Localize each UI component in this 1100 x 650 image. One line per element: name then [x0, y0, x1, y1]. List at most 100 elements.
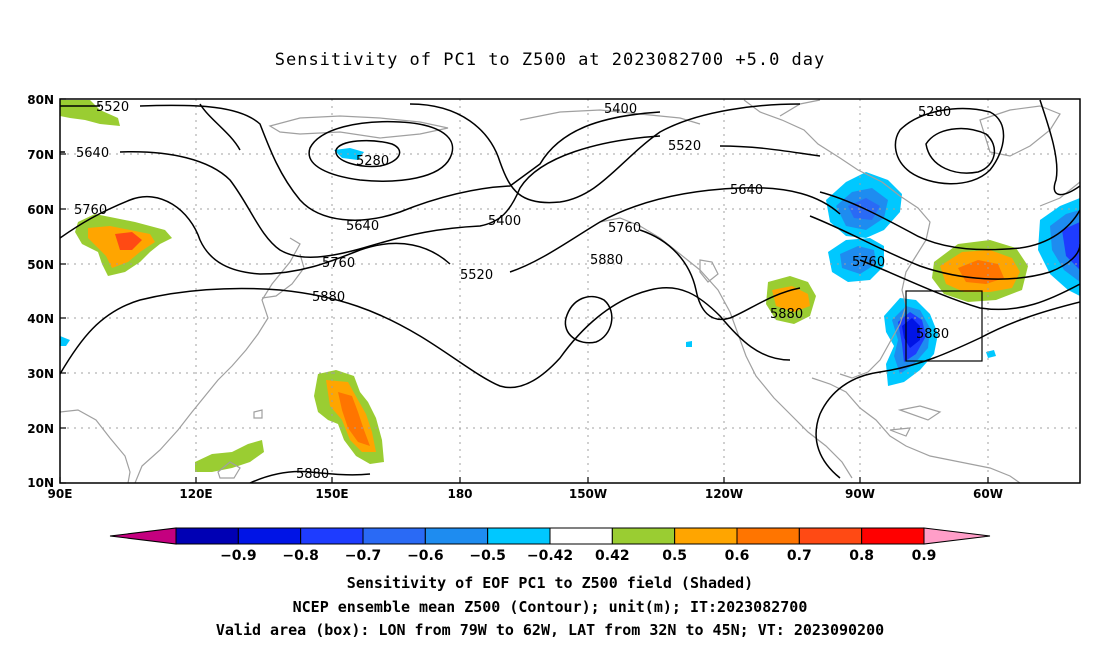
contour-5760-west	[60, 186, 841, 275]
lon-label: 60W	[973, 487, 1003, 501]
colorbar-box	[736, 527, 800, 545]
contour-5640-west	[60, 135, 821, 258]
colorbar-tick-label: −0.8	[282, 548, 319, 564]
plot-title: Sensitivity of PC1 to Z500 at 2023082700…	[274, 50, 826, 70]
contour-label: 5280	[918, 105, 951, 120]
lon-label: 150W	[569, 487, 607, 501]
shade-positive-wpac-core	[338, 392, 370, 446]
contour-mid-trough	[639, 229, 801, 321]
contour-5520-west	[60, 104, 661, 221]
colorbar-box	[611, 527, 676, 545]
contour-label: 5640	[346, 219, 379, 234]
contour-label: 5880	[312, 290, 345, 305]
colorbar-box	[549, 527, 613, 545]
contour-label: 5880	[770, 307, 803, 322]
lat-label: 30N	[27, 367, 54, 381]
contour-5280-inner	[335, 139, 401, 168]
lon-label: 120E	[179, 487, 212, 501]
caption-line-1: Sensitivity of EOF PC1 to Z500 field (Sh…	[346, 574, 754, 592]
lon-label: 150E	[315, 487, 348, 501]
colorbar-tick-label: 0.5	[662, 548, 687, 564]
contour-label: 5760	[74, 203, 107, 218]
contour-label: 5880	[296, 467, 329, 482]
colorbar-tick-label: −0.9	[220, 548, 257, 564]
colorbar-tick-label: −0.7	[345, 548, 382, 564]
lat-label: 50N	[27, 258, 54, 272]
sensitivity-shading	[60, 100, 1080, 472]
lon-label: 90W	[845, 487, 875, 501]
contour-label: 5400	[488, 214, 521, 229]
axis-ticks	[59, 98, 989, 484]
colorbar-box	[237, 527, 302, 545]
contour-label: 5280	[356, 154, 389, 169]
colorbar-triangle-low	[109, 527, 177, 545]
map-frame	[59, 98, 1081, 484]
shade-positive-china	[195, 440, 264, 472]
lat-label: 80N	[27, 93, 54, 107]
shade-negative-dot-west	[60, 336, 70, 346]
contour-label: 5640	[730, 183, 763, 198]
colorbar	[109, 527, 991, 545]
colorbar-box	[300, 527, 364, 545]
contour-arc-east	[1039, 99, 1080, 196]
colorbar-tick-label: 0.9	[912, 548, 937, 564]
colorbar-triangle-high	[923, 527, 991, 545]
colorbar-tick-label: −0.5	[469, 548, 506, 564]
contour-5880-closed	[564, 295, 613, 344]
colorbar-box	[362, 527, 426, 545]
shade-negative-dot-mid	[686, 341, 692, 347]
colorbar-tick-label: −0.42	[527, 548, 573, 564]
contour-atl-2	[809, 215, 1080, 280]
colorbar-box	[798, 527, 863, 545]
colorbar-box	[674, 527, 738, 545]
contour-5400-arctic	[199, 103, 801, 204]
contour-5280-arctic	[308, 120, 454, 182]
lat-label: 10N	[27, 476, 54, 490]
lon-label: 180	[447, 487, 472, 501]
caption-line-3: Valid area (box): LON from 79W to 62W, L…	[215, 621, 885, 639]
lat-label: 60N	[27, 203, 54, 217]
colorbar-box	[424, 527, 489, 545]
colorbar-labels: −0.9 −0.8 −0.7 −0.6 −0.5 −0.42 0.42 0.5 0.6 0.7 0.…	[220, 548, 936, 564]
colorbar-box	[175, 527, 239, 545]
lon-label: 120W	[705, 487, 743, 501]
colorbar-tick-label: 0.8	[849, 548, 874, 564]
shade-negative-lakes-inner	[840, 246, 876, 274]
lat-lon-grid	[60, 99, 1080, 483]
contour-label: 5760	[608, 221, 641, 236]
caption-line-2: NCEP ensemble mean Z500 (Contour); unit(…	[292, 598, 808, 616]
contour-label: 5520	[460, 268, 493, 283]
contour-label: 5520	[668, 139, 701, 154]
colorbar-tick-label: 0.7	[787, 548, 812, 564]
contour-label: 5520	[96, 100, 129, 115]
contour-label: 5400	[604, 102, 637, 117]
contour-5880-west	[60, 286, 791, 389]
contour-labels: 5520 5640 5760 5880 5280 5400 5520 5640 …	[74, 100, 951, 482]
valid-area-box	[905, 290, 983, 362]
contour-atl-3	[859, 259, 1080, 311]
lat-label: 20N	[27, 422, 54, 436]
colorbar-tick-label: −0.6	[407, 548, 444, 564]
colorbar-box	[861, 527, 925, 545]
shade-positive-asia-core	[115, 232, 142, 250]
contour-5280-east-inner	[925, 127, 996, 174]
latitude-labels: 80N 70N 60N 50N 40N 30N 20N 10N	[27, 93, 54, 490]
contour-label: 5880	[916, 327, 949, 342]
contour-5280-east	[894, 107, 1005, 185]
contour-label: 5760	[852, 255, 885, 270]
contour-label: 5640	[76, 146, 109, 161]
longitude-labels: 90E 120E 150E 180 150W 120W 90W 60W	[48, 487, 1003, 501]
contour-5880-pac	[249, 470, 371, 483]
contour-5880-se	[815, 301, 1080, 479]
shade-negative-east-core	[1062, 222, 1080, 270]
z500-contours	[60, 99, 1080, 483]
contour-atl-1	[819, 191, 1080, 251]
lat-label: 70N	[27, 148, 54, 162]
colorbar-tick-label: 0.42	[595, 548, 630, 564]
colorbar-box	[487, 527, 551, 545]
contour-label: 5760	[322, 256, 355, 271]
contour-label: 5880	[590, 253, 623, 268]
lon-label: 90E	[48, 487, 73, 501]
lat-label: 40N	[27, 312, 54, 326]
